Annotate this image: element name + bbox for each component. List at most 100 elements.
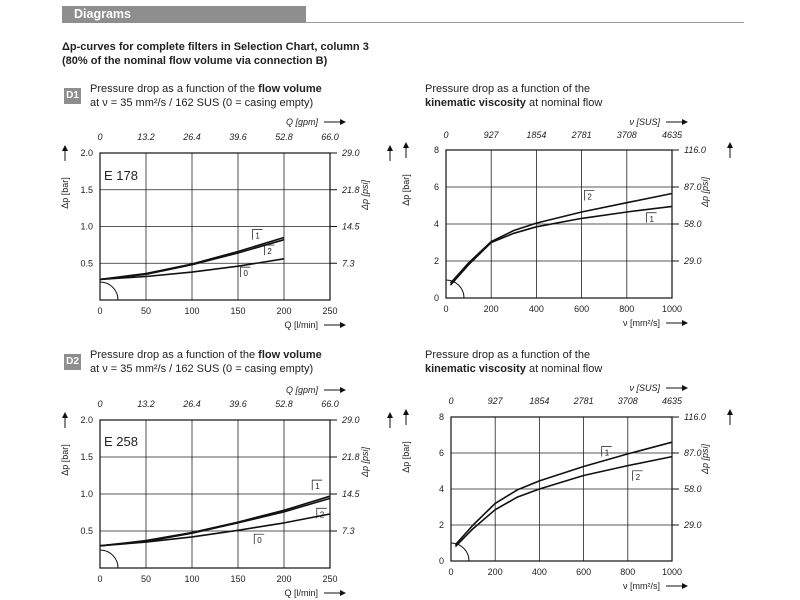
d2-ytick-2: 1.5 bbox=[80, 452, 93, 462]
v1-curve-label-mark-0 bbox=[584, 190, 595, 201]
subtitle-line1: Δp-curves for complete filters in Select… bbox=[62, 41, 369, 53]
d2-ytick-3: 2.0 bbox=[80, 415, 93, 425]
d1-x2label-arrowhead bbox=[340, 119, 346, 125]
v2-y2label: Δp [psi] bbox=[700, 443, 710, 475]
v1-series-1 bbox=[449, 205, 673, 286]
v1-x2tick-5: 4635 bbox=[662, 130, 683, 140]
d1-ytick-1: 1.0 bbox=[80, 222, 93, 232]
v2-xtick-5: 1000 bbox=[662, 567, 682, 577]
v2-curve-label-1: 1 bbox=[605, 449, 610, 458]
v2-ytick-1: 2 bbox=[439, 520, 444, 530]
v1-x2tick-0: 0 bbox=[443, 130, 448, 140]
title-v1: Pressure drop as a function of the kinem… bbox=[425, 82, 602, 110]
d2-xtick-0: 0 bbox=[97, 574, 102, 584]
d1-xlabel: Q [l/min] bbox=[284, 320, 318, 330]
v1-ylabel: Δp [bar] bbox=[401, 174, 411, 206]
d1-xlabel-arrowhead bbox=[340, 322, 346, 328]
v1-x2label: ν [SUS] bbox=[629, 117, 660, 127]
d2-x2tick-1: 13.2 bbox=[137, 399, 155, 409]
d1-x2tick-4: 52.8 bbox=[275, 132, 293, 142]
v1-ytick-4: 8 bbox=[434, 145, 439, 155]
title-v2-line1: Pressure drop as a function of the bbox=[425, 349, 591, 361]
d2-curve-label-mark-1 bbox=[316, 507, 327, 519]
v1-y2label: Δp [psi] bbox=[700, 176, 710, 208]
v2-xtick-4: 800 bbox=[620, 567, 635, 577]
v1-y2tick-1: 58.0 bbox=[684, 219, 702, 229]
v2-xlabel: ν [mm²/s] bbox=[623, 581, 660, 591]
v2-x2tick-0: 0 bbox=[448, 396, 453, 406]
v1-x2tick-1: 927 bbox=[484, 130, 500, 140]
d2-x2tick-4: 52.8 bbox=[275, 399, 293, 409]
d2-xtick-3: 150 bbox=[230, 574, 245, 584]
v2-origin-arc bbox=[450, 542, 470, 562]
d1-series-2 bbox=[99, 238, 285, 281]
v2-ytick-2: 4 bbox=[439, 484, 444, 494]
v2-y2tick-0: 29.0 bbox=[683, 520, 702, 530]
d1-origin-arc bbox=[99, 281, 119, 301]
d1-curve-label-1: 1 bbox=[255, 232, 260, 241]
d1-xtick-2: 100 bbox=[184, 306, 199, 316]
d1-x2tick-2: 26.4 bbox=[182, 132, 201, 142]
v2-x2tick-2: 1854 bbox=[529, 396, 549, 406]
d2-x2tick-5: 66.0 bbox=[321, 399, 339, 409]
v2-y2tick-1: 58.0 bbox=[684, 484, 702, 494]
v2-x2tick-5: 4635 bbox=[662, 396, 683, 406]
header-rule bbox=[306, 22, 744, 23]
d2-ylabel-arrowhead bbox=[62, 412, 68, 418]
subtitle-line2: (80% of the nominal flow volume via conn… bbox=[62, 55, 328, 67]
d1-ylabel-arrowhead bbox=[62, 145, 68, 151]
v2-xtick-0: 0 bbox=[448, 567, 453, 577]
d2-xlabel: Q [l/min] bbox=[284, 588, 318, 598]
d2-xtick-4: 200 bbox=[276, 574, 291, 584]
d2-x2label: Q [gpm] bbox=[286, 385, 319, 395]
badge-d1: D1 bbox=[64, 88, 81, 104]
v1-xlabel: ν [mm²/s] bbox=[623, 318, 660, 328]
d1-xtick-3: 150 bbox=[230, 306, 245, 316]
title-v1-bold: kinematic viscosity bbox=[425, 97, 526, 109]
v2-curve-label-2: 2 bbox=[636, 473, 641, 482]
d1-ytick-2: 1.5 bbox=[80, 185, 93, 195]
v1-ytick-3: 6 bbox=[434, 182, 439, 192]
d2-y2label: Δp [psi] bbox=[360, 446, 370, 478]
d2-chart-title: E 258 bbox=[104, 434, 138, 449]
d2-ytick-1: 1.0 bbox=[80, 489, 93, 499]
d2-xlabel-arrowhead bbox=[340, 590, 346, 596]
v1-xtick-4: 800 bbox=[619, 304, 634, 314]
title-d2-bold: flow volume bbox=[258, 349, 322, 361]
v1-ylabel-arrowhead bbox=[403, 142, 409, 148]
d1-y2label: Δp [psi] bbox=[360, 179, 370, 211]
v2-ylabel: Δp [bar] bbox=[401, 441, 411, 473]
d1-curve-label-mark-2 bbox=[240, 266, 251, 278]
badge-d2: D2 bbox=[64, 354, 81, 370]
title-v2-text: at nominal flow bbox=[525, 363, 603, 375]
d2-y2tick-1: 14.5 bbox=[342, 489, 361, 499]
d1-curve-label-mark-1 bbox=[264, 244, 275, 256]
d2-ylabel: Δp [bar] bbox=[60, 444, 70, 476]
v1-xlabel-arrowhead bbox=[682, 320, 688, 326]
v2-xtick-3: 600 bbox=[576, 567, 591, 577]
v1-xtick-3: 600 bbox=[574, 304, 589, 314]
title-d2: Pressure drop as a function of the flow … bbox=[90, 348, 322, 376]
d1-x2tick-3: 39.6 bbox=[229, 132, 247, 142]
d1-y2tick-1: 14.5 bbox=[342, 222, 361, 232]
d1-y2tick-0: 7.3 bbox=[342, 258, 355, 268]
v2-xtick-2: 400 bbox=[532, 567, 547, 577]
v1-x2tick-2: 1854 bbox=[526, 130, 546, 140]
d1-x2tick-1: 13.2 bbox=[137, 132, 155, 142]
v1-y2label-arrowhead bbox=[727, 142, 733, 148]
v1-xtick-5: 1000 bbox=[662, 304, 682, 314]
v1-curve-label-mark-1 bbox=[646, 212, 657, 223]
v1-ytick-1: 2 bbox=[434, 256, 439, 266]
v1-x2tick-4: 3708 bbox=[617, 130, 637, 140]
d1-xtick-4: 200 bbox=[276, 306, 291, 316]
v2-x2label-arrowhead bbox=[682, 385, 688, 391]
d1-chart-title: E 178 bbox=[104, 168, 138, 183]
title-d1-line2: at ν = 35 mm²/s / 162 SUS (0 = casing em… bbox=[90, 97, 314, 109]
v1-ytick-0: 0 bbox=[434, 293, 439, 303]
d1-ytick-0: 0.5 bbox=[80, 258, 93, 268]
d1-y2tick-3: 29.0 bbox=[341, 148, 360, 158]
title-v1-text: at nominal flow bbox=[525, 97, 603, 109]
v2-y2tick-2: 87.0 bbox=[684, 448, 702, 458]
d1-xtick-5: 250 bbox=[322, 306, 337, 316]
v1-xtick-1: 200 bbox=[484, 304, 499, 314]
